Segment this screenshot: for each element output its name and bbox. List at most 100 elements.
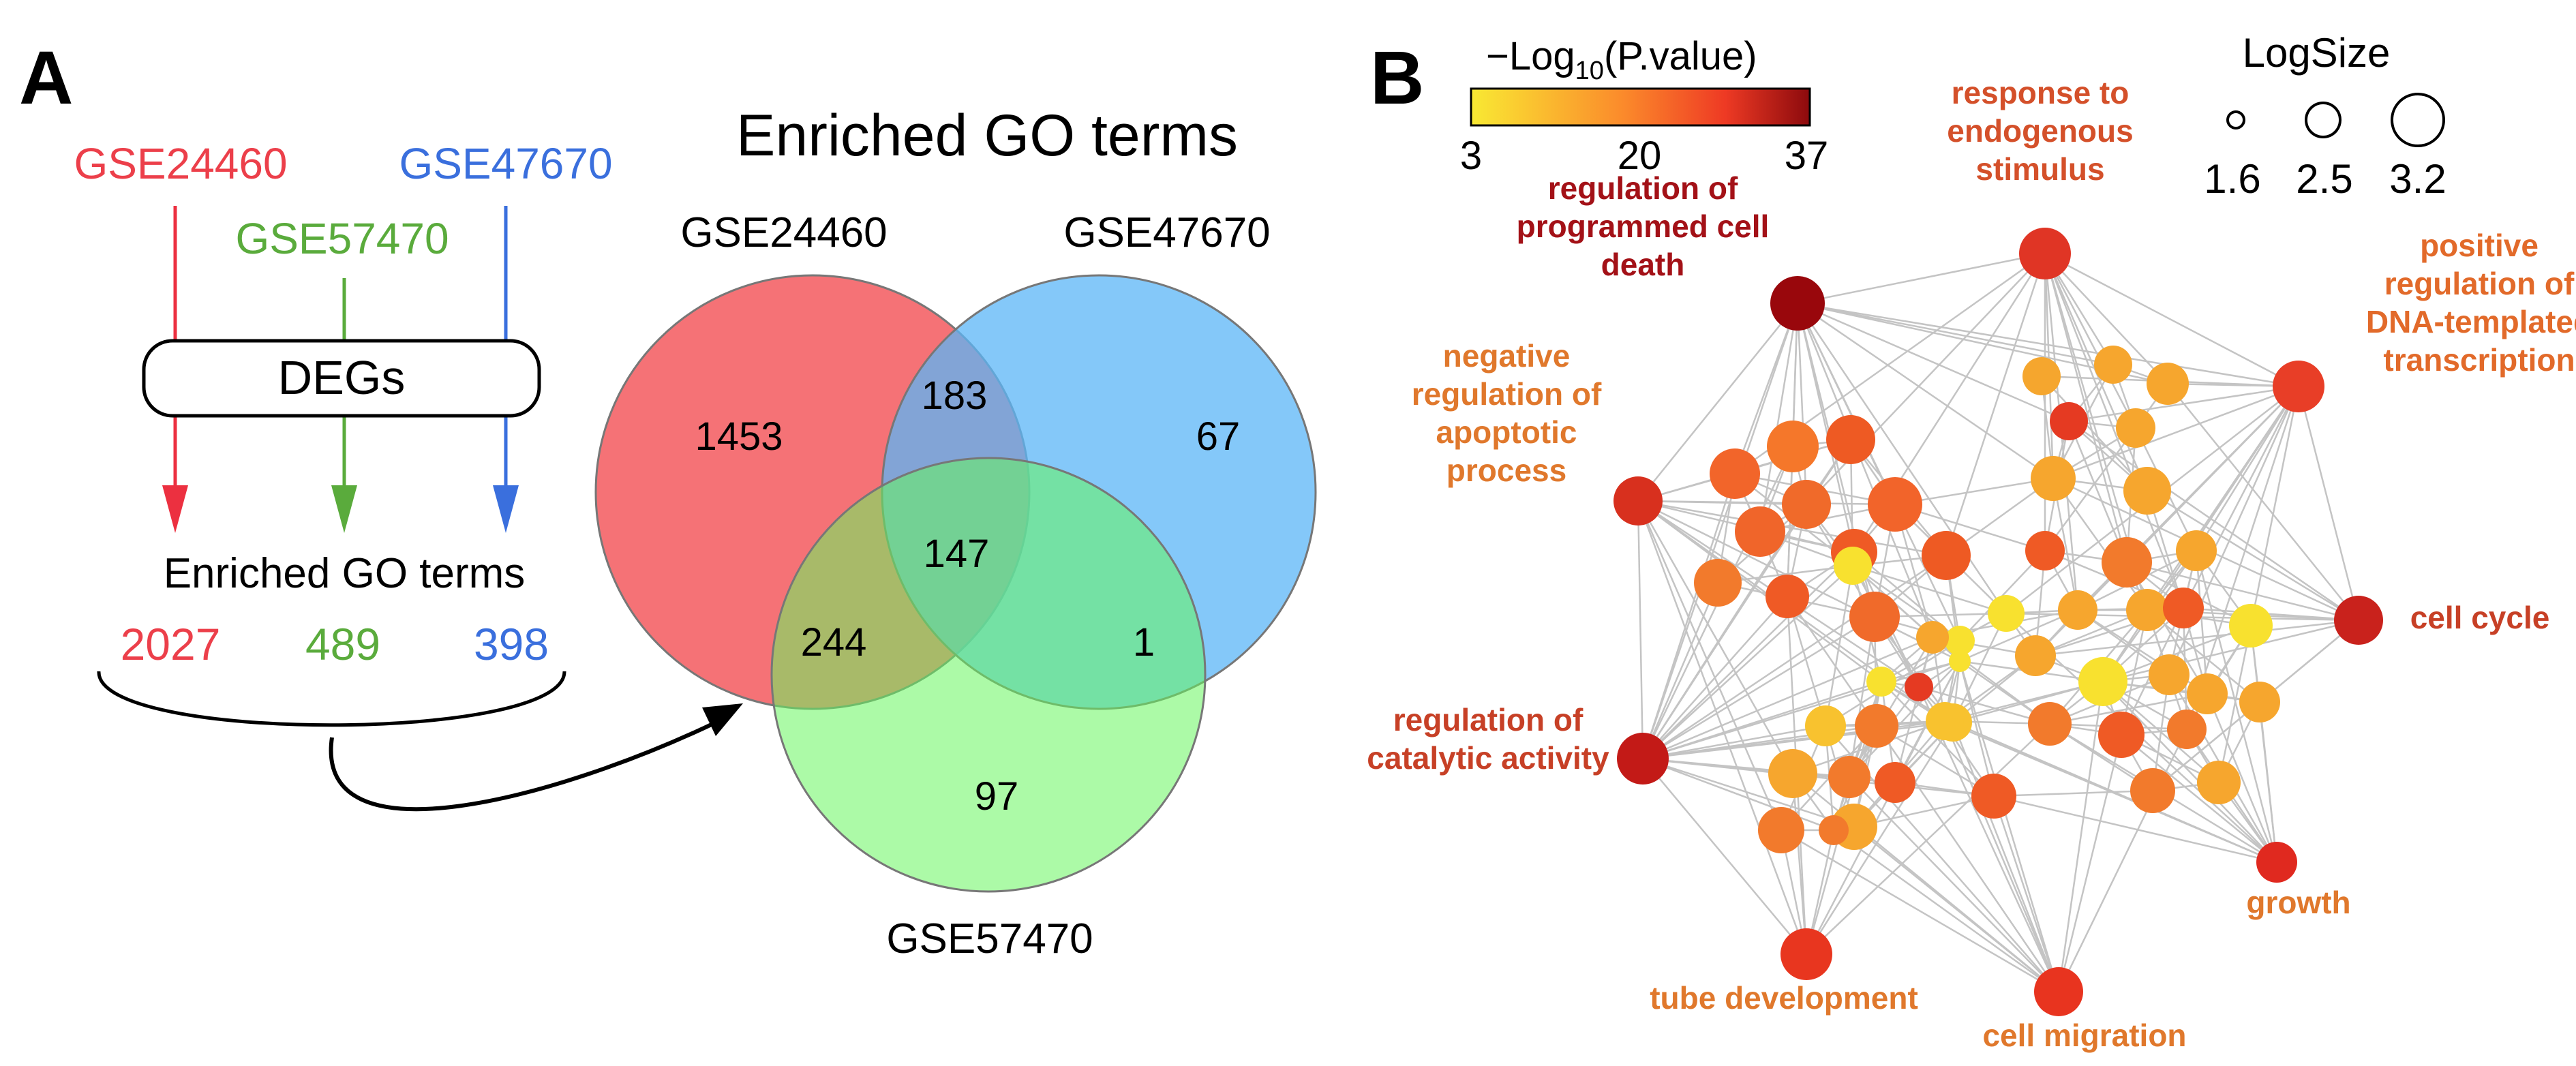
network-edge [1642,565,1853,759]
network-edge [1993,795,2277,864]
network-edge [1797,302,2114,366]
network-edge [2044,252,2299,388]
hub-node-apop [1613,476,1663,526]
hub-node-growth [2256,842,2297,883]
go-term-node [2126,589,2168,631]
size-legend-title: LogSize [2243,30,2391,76]
network-edge [1824,565,1854,727]
go-term-node [1922,531,1971,580]
network-edge [2152,701,2260,791]
color-legend-tick-2: 20 [1618,134,1662,178]
hub-label-line: regulation of [1412,376,1602,412]
venn-region-only-47670: 67 [1196,414,1241,459]
color-legend-tick-1: 3 [1460,134,1482,178]
go-term-node [2098,712,2145,758]
brace [97,671,566,727]
hub-label-growth: growth [2246,885,2350,920]
hub-label-line: response to [1952,75,2130,110]
flow-enriched-label: Enriched GO terms [164,550,526,597]
panel-a: A GSE24460 GSE57470 GSE47670 DEGs Enrich… [19,36,1317,962]
hub-label-line: tube development [1650,980,1918,1016]
go-term-node [1735,506,1785,557]
network-edge [1853,826,2059,992]
flow-dataset-label-3: GSE47670 [399,139,612,188]
size-legend-circle-small [2226,110,2245,130]
network-edge [1791,773,1808,955]
legend-title-subscript: 10 [1575,57,1604,85]
network-edge [1848,637,1934,778]
go-term-node [1945,626,1975,656]
go-term-node [2094,346,2132,384]
legend-title-pvalue: (P.value) [1604,34,1757,78]
network-edge [2044,253,2137,429]
hub-label-line: negative [1443,338,1571,374]
hub-node-dna [2273,361,2324,412]
go-term-node [1949,650,1971,672]
hub-label-line: transcription [2383,342,2575,378]
panel-b: B −Log10(P.value) 3 20 37 LogSize 1.6 2.… [1367,30,2576,1053]
network-edge [1637,500,1794,774]
go-term-node [1710,448,1760,499]
network-edge [1796,303,1934,638]
go-term-node [2050,402,2088,440]
color-legend-tick-3: 37 [1785,134,1829,178]
hub-label-death: regulation of programmed cell death [1517,170,1770,282]
hub-label-apop: negative regulation of apoptotic process [1412,338,1602,488]
venn-region-24460-57470: 244 [801,620,867,665]
go-term-node [2102,537,2152,588]
venn-region-47670-57470: 1 [1133,620,1155,665]
hub-label-line: cell cycle [2410,600,2550,635]
network-edge [2147,609,2260,703]
network-edge [2217,625,2252,783]
hub-label-line: death [1601,247,1685,282]
go-term-node [1767,421,1819,472]
network-edge [1781,829,2059,993]
network-edge [1642,757,1855,828]
venn-region-only-57470: 97 [975,774,1019,819]
go-term-node [1766,575,1809,618]
go-term-node [2078,657,2127,706]
network-edge [1641,582,1719,759]
legend-title-log: −Log [1486,34,1575,78]
hub-label-tube: tube development [1650,980,1918,1016]
go-term-node [1828,756,1870,798]
flow-dataset-label-1: GSE24460 [74,139,287,188]
degs-label: DEGs [278,351,406,404]
go-term-node [2116,408,2155,448]
go-term-node [1916,621,1949,654]
network-edge [2102,619,2359,683]
network-edge [2044,427,2137,551]
network-edge [1797,252,2046,305]
network-edge [1849,776,2059,992]
network-edge [2049,692,2208,725]
go-term-node [1849,592,1900,642]
go-term-node [2239,682,2280,722]
go-term-node [2058,590,2097,630]
network-edge [1642,636,1933,760]
network-edge [1642,551,1855,759]
network-edge [1642,596,1788,759]
network-edge [1797,302,2054,480]
network-edge [2147,489,2359,622]
network-edge [2258,701,2278,863]
network-edge [1796,303,1808,505]
hub-node-death [1770,276,1825,331]
venn-title: Enriched GO terms [736,103,1238,168]
hub-node-endo [2019,228,2071,279]
go-term-node [2025,531,2065,570]
go-term-node [2167,710,2207,749]
panel-a-label: A [19,36,73,120]
go-term-node [1782,480,1831,529]
panel-b-label: B [1370,36,1424,120]
go-term-node [2176,530,2217,571]
network-edge [1642,615,1875,760]
network-edge [2183,607,2359,622]
size-legend-circle-medium [2305,102,2342,138]
color-legend-title: −Log10(P.value) [1486,34,1757,85]
network-edge [1797,302,2070,423]
venn-region-all-three: 147 [924,532,990,576]
go-term-node [1926,702,1964,740]
network-edge [2035,619,2359,657]
hub-label-line: regulation of [1393,702,1584,737]
